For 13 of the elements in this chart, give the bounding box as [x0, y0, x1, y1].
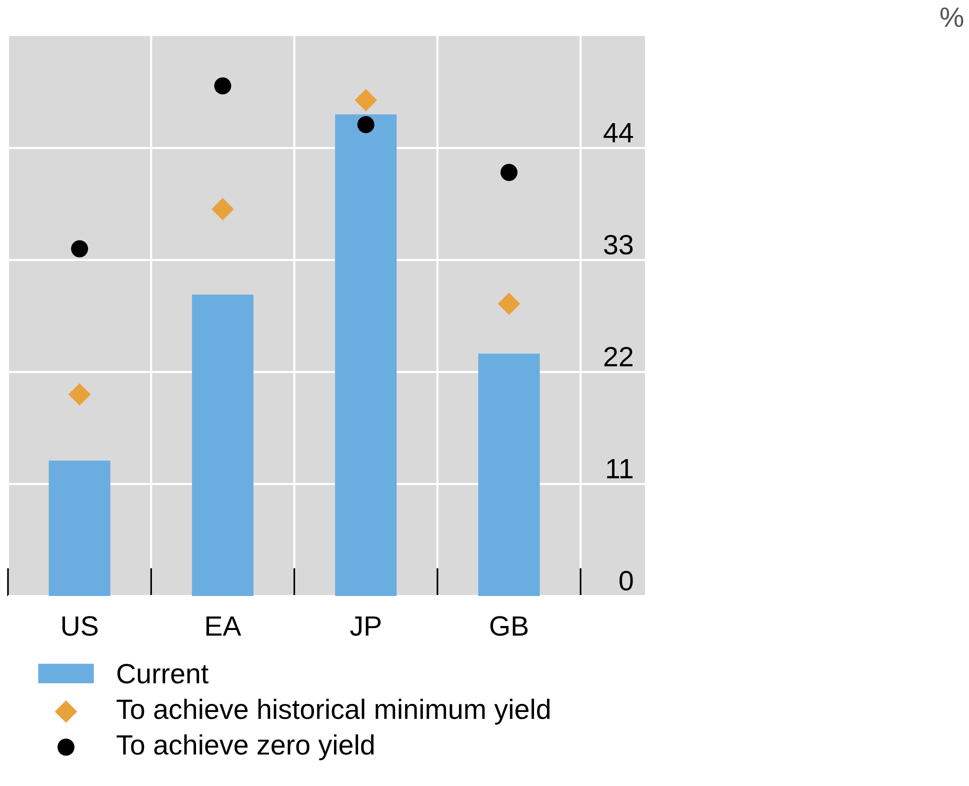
x-tick-label: US: [62, 616, 98, 636]
y-tick-label: 22: [604, 346, 632, 366]
y-tick-label: 44: [604, 123, 634, 142]
text: %: [940, 8, 964, 27]
y-tick-label: 33: [604, 234, 633, 255]
y-tick-label: 0: [620, 570, 633, 591]
x-tick-label: EA: [206, 616, 242, 636]
x-tick-label: JP: [350, 616, 381, 636]
x-tick-label: GB: [490, 616, 528, 636]
legend-label: To achieve historical minimum yield: [116, 698, 550, 725]
y-tick-label: 11: [607, 459, 633, 478]
legend-label: Current: [117, 664, 208, 684]
legend-label: To achieve zero yield: [116, 734, 374, 760]
